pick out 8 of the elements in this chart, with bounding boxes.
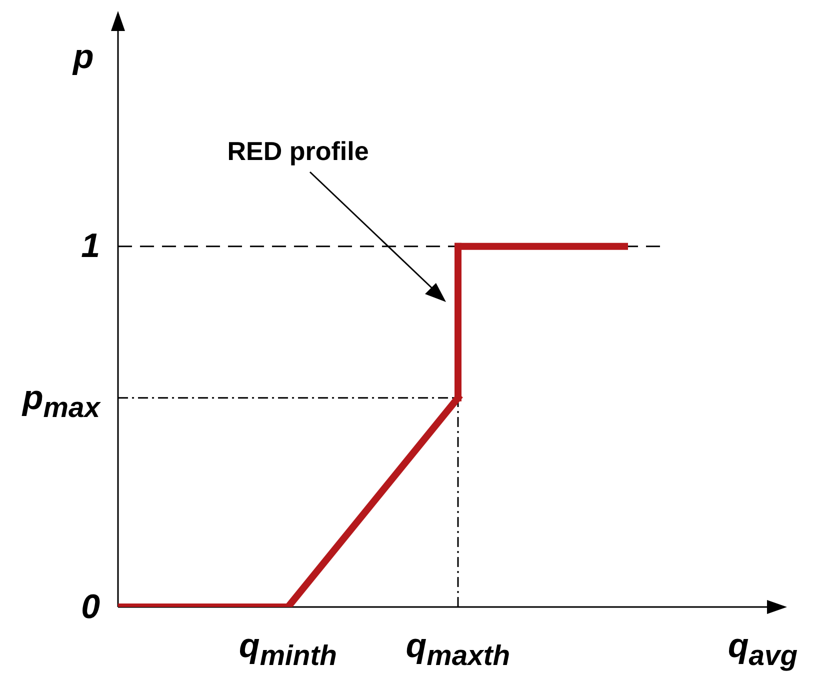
x-tick-label: q$_{maxth}$ bbox=[406, 627, 510, 672]
y-axis-title: p bbox=[73, 38, 94, 76]
y-tick-label: p$_{max}$ bbox=[22, 378, 100, 424]
y-tick-label: 0 bbox=[81, 588, 100, 626]
x-tick-label: q$_{minth}$ bbox=[239, 627, 337, 672]
y-tick-label: 1 bbox=[81, 227, 100, 266]
x-axis-title: q$_{avg}$ bbox=[728, 627, 798, 672]
annotation: RED profile bbox=[227, 136, 369, 168]
